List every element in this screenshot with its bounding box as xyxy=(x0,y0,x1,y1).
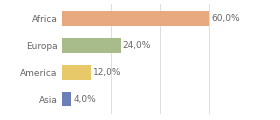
Bar xyxy=(62,92,71,106)
Text: 4,0%: 4,0% xyxy=(73,95,96,104)
Bar xyxy=(62,38,121,53)
Bar xyxy=(62,11,209,26)
Text: 60,0%: 60,0% xyxy=(211,14,240,23)
Bar xyxy=(62,65,91,80)
Text: 12,0%: 12,0% xyxy=(93,68,122,77)
Text: 24,0%: 24,0% xyxy=(123,41,151,50)
